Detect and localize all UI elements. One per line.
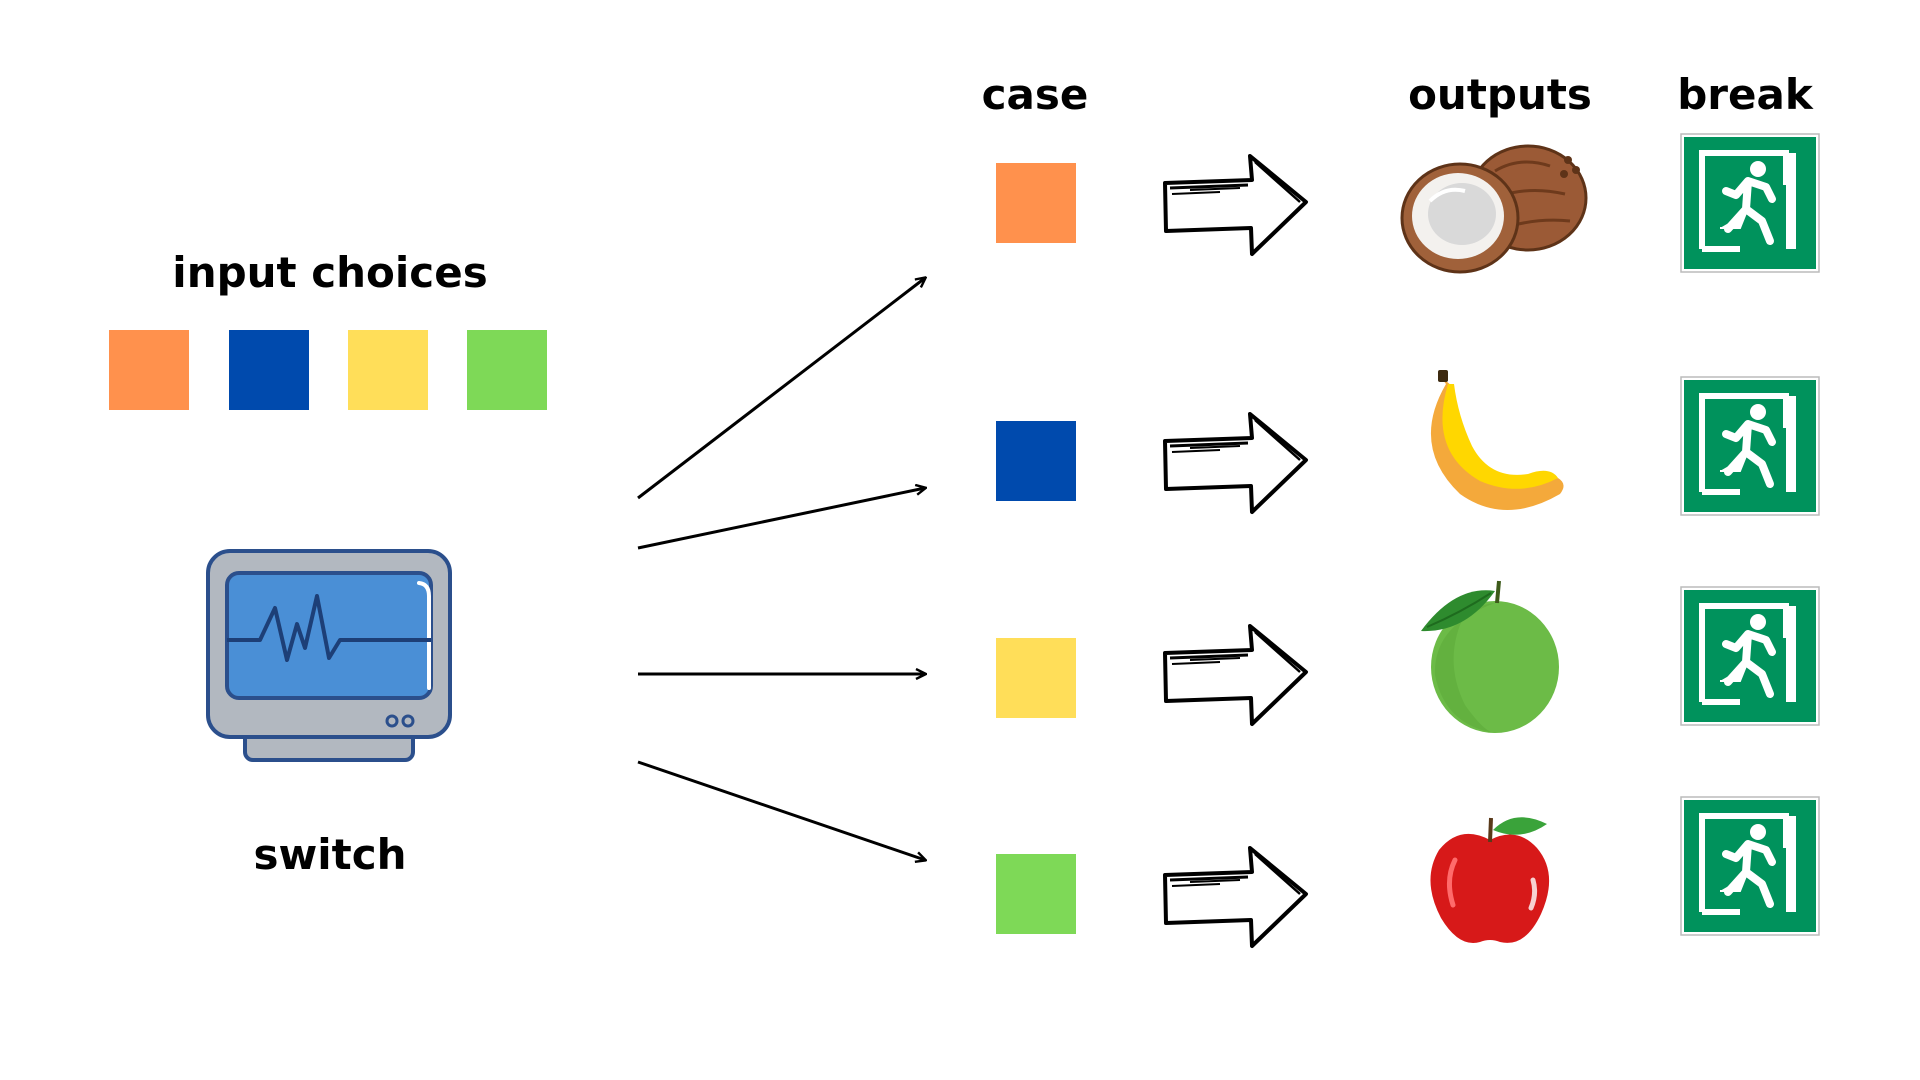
arrow-to-case-1 <box>637 278 925 500</box>
case-output-arrow-1 <box>1160 150 1310 260</box>
case-output-arrow-3 <box>1160 620 1310 730</box>
input-choice-yellow <box>348 330 428 410</box>
arrow-to-case-2 <box>637 488 925 550</box>
guava-icon <box>1421 580 1559 733</box>
case-swatch-yellow <box>996 638 1076 718</box>
outputs-label: outputs <box>1408 70 1592 119</box>
exit-sign-icon <box>1680 376 1820 516</box>
case-swatch-blue <box>996 421 1076 501</box>
banana-icon <box>1430 370 1564 510</box>
monitor-icon <box>206 549 452 762</box>
case-output-arrow-2 <box>1160 408 1310 518</box>
exit-sign-icon <box>1680 796 1820 936</box>
input-choice-blue <box>229 330 309 410</box>
exit-sign-icon <box>1680 586 1820 726</box>
coconut-icon <box>1400 144 1588 274</box>
case-label: case <box>981 70 1089 119</box>
case-output-arrow-4 <box>1160 842 1310 952</box>
exit-sign-icon <box>1680 133 1820 273</box>
case-swatch-orange <box>996 163 1076 243</box>
arrow-to-case-4 <box>637 760 925 860</box>
case-swatch-green <box>996 854 1076 934</box>
input-choice-orange <box>109 330 189 410</box>
break-label: break <box>1677 70 1813 119</box>
switch-label: switch <box>253 830 407 879</box>
input-choice-green <box>467 330 547 410</box>
apple-icon <box>1430 817 1550 943</box>
input-choices-label: input choices <box>172 248 488 297</box>
